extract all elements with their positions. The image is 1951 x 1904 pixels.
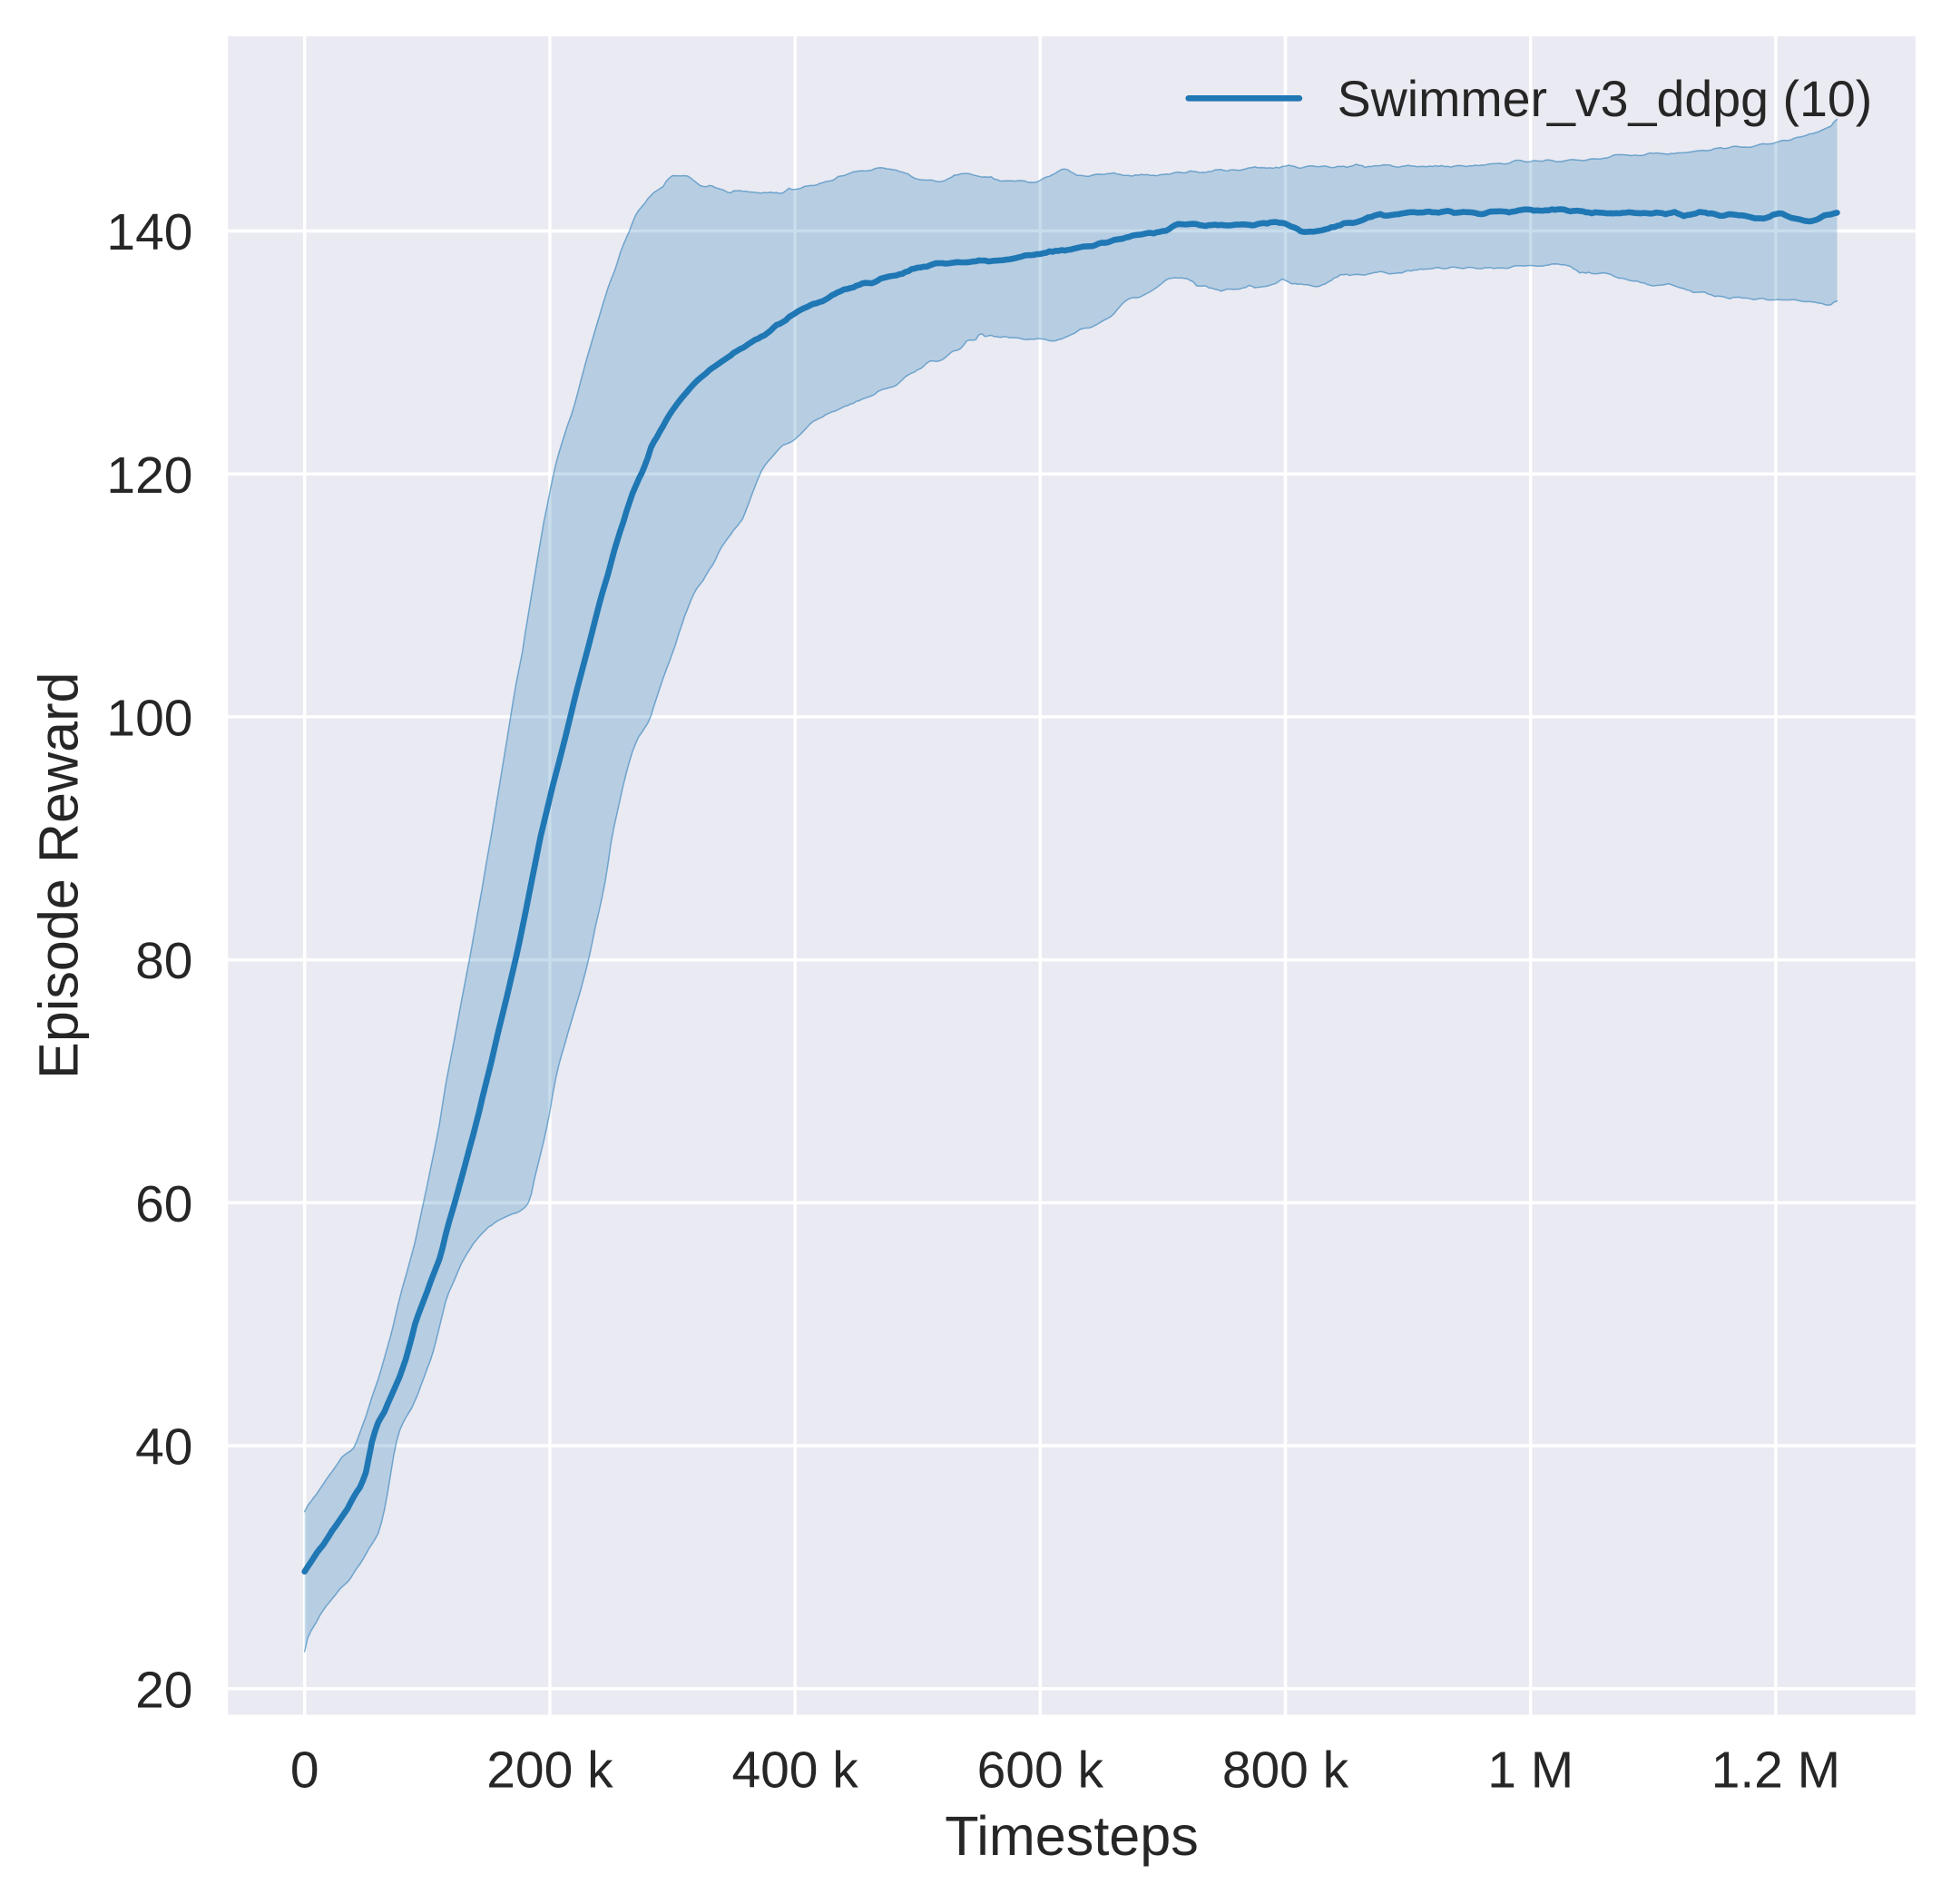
svg-text:140: 140 (106, 203, 192, 261)
svg-text:40: 40 (135, 1418, 192, 1477)
svg-text:120: 120 (106, 447, 192, 505)
svg-text:Timesteps: Timesteps (945, 1805, 1199, 1867)
svg-text:0: 0 (290, 1742, 319, 1800)
svg-text:800 k: 800 k (1222, 1742, 1349, 1800)
svg-text:Swimmer_v3_ddpg (10): Swimmer_v3_ddpg (10) (1338, 71, 1873, 127)
svg-text:60: 60 (135, 1175, 192, 1233)
svg-text:80: 80 (135, 932, 192, 990)
svg-text:1.2 M: 1.2 M (1711, 1742, 1840, 1800)
svg-text:Episode Reward: Episode Reward (27, 672, 89, 1079)
svg-text:400 k: 400 k (731, 1742, 858, 1800)
svg-text:1 M: 1 M (1487, 1742, 1574, 1800)
svg-text:100: 100 (106, 690, 192, 748)
svg-text:200 k: 200 k (486, 1742, 613, 1800)
svg-text:20: 20 (135, 1661, 192, 1719)
svg-text:600 k: 600 k (977, 1742, 1104, 1800)
